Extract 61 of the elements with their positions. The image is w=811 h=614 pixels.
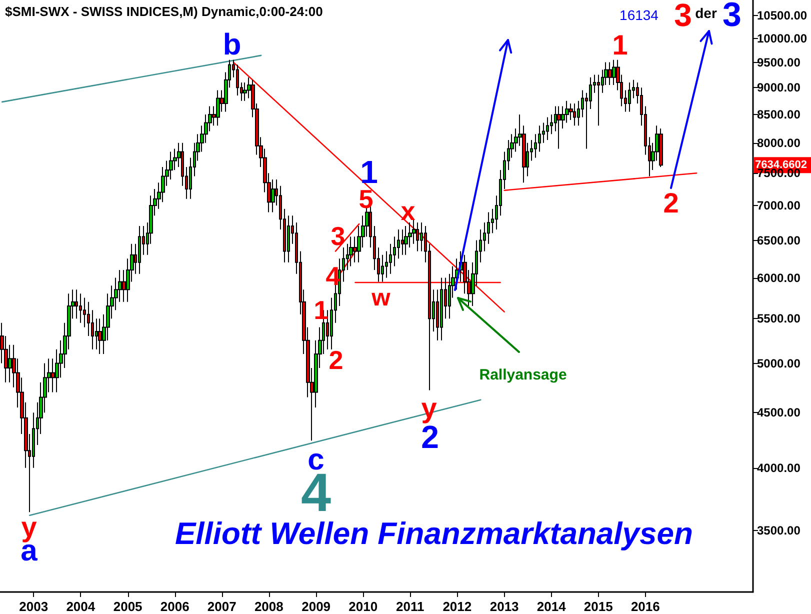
annotation: 2 [328,345,344,375]
x-tick-label: 2013 [490,599,519,614]
y-tick-label: 4500.00 [757,406,801,420]
x-tick-label: 2005 [113,599,142,614]
x-tick-label: 2015 [584,599,613,614]
annotation: 3 [330,221,346,251]
y-tick-label: 9000.00 [757,80,801,95]
x-tick-label: 2008 [254,599,284,614]
candlestick [98,318,102,354]
annotation: Rallyansage [479,366,567,384]
y-tick-label: 5500.00 [757,312,801,326]
y-tick-label: 6000.00 [757,270,801,285]
candlestick [416,222,419,252]
y-tick-label: 3500.00 [757,524,801,538]
x-tick-label: 2014 [536,599,567,614]
annotation: 3 [722,0,742,34]
x-tick-label: 2012 [442,599,472,614]
x-tick-label: 2007 [207,599,236,614]
y-tick-label: 4000.00 [757,460,801,475]
x-tick-label: 2004 [66,599,96,614]
y-tick-label: 6500.00 [757,233,801,248]
annotation: x [400,196,416,226]
candlestick [546,116,549,140]
annotation: Elliott Wellen Finanzmarktanalysen [175,516,693,551]
chart-title: $SMI-SWX - SWISS INDICES,M) Dynamic,0:00-24:00 [5,4,323,19]
annotation: 16134 [620,7,659,23]
y-tick-label: 10000.00 [757,31,808,46]
y-tick-label: 5000.00 [757,356,801,370]
y-tick-label: 10500.00 [757,8,808,22]
candlestick [404,226,408,256]
annotation: w [370,284,391,312]
candlestick [597,74,600,126]
candlestick [659,128,663,168]
candlestick [243,82,247,102]
candlestick [75,289,78,320]
annotation: 2 [663,188,679,218]
candlestick [628,82,631,112]
y-tick-label: 8500.00 [757,107,801,122]
x-tick-label: 2003 [19,599,48,614]
annotation: b [222,28,242,62]
x-tick-label: 2016 [630,599,660,614]
x-tick-label: 2010 [348,599,378,614]
y-tick-label: 9500.00 [757,55,801,70]
annotation: der [695,5,718,21]
candlestick [573,103,576,126]
annotation: 1 [314,295,328,325]
annotation: 3 [674,0,692,33]
y-tick-label: 7000.00 [757,198,801,213]
candlestick [349,236,353,267]
x-tick-label: 2006 [160,599,190,614]
candlestick [216,90,220,126]
candlestick [79,293,82,324]
x-tick-label: 2009 [302,599,331,614]
candlestick [401,229,404,256]
annotation: 1 [612,30,628,60]
candlestick [440,277,443,341]
y-tick-label: 8000.00 [757,136,801,150]
candlestick [138,226,141,274]
candlestick [608,62,612,86]
x-tick-label: 2011 [396,599,424,614]
candlestick [557,106,561,150]
